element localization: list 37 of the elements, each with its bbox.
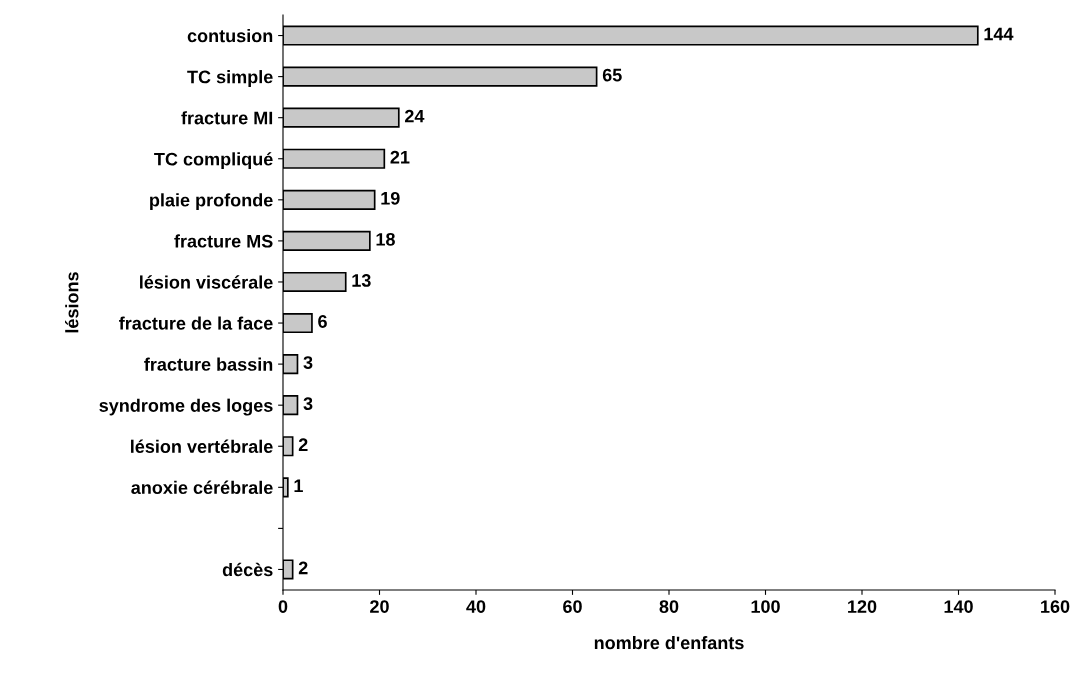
y-tick-label: lésion viscérale [140, 275, 273, 289]
x-tick-label: 40 [466, 600, 486, 613]
data-label: 144 [984, 27, 1014, 41]
y-tick-label: fracture MI [181, 111, 273, 125]
y-tick-label: fracture MS [174, 234, 273, 248]
data-label: 3 [303, 397, 313, 411]
y-tick-label: contusion [187, 28, 273, 43]
y-tick-label: TC compliqué [154, 152, 273, 170]
x-tick-label: 160 [1041, 600, 1070, 613]
x-tick-label: 100 [751, 600, 780, 613]
y-tick-label: syndrome des loges [99, 398, 273, 416]
data-label: 21 [390, 150, 410, 164]
y-axis-title: lésions [65, 272, 79, 333]
data-label: 2 [298, 438, 308, 451]
data-label: 18 [376, 232, 395, 246]
x-tick-label: 120 [848, 600, 877, 613]
data-label: 1 [294, 479, 303, 492]
data-label: 65 [602, 68, 622, 82]
data-label: 3 [303, 356, 313, 369]
y-tick-label: fracture de la face [119, 316, 273, 330]
x-tick-label: 20 [370, 600, 389, 613]
x-tick-label: 140 [944, 600, 973, 613]
y-tick-label: plaie profonde [150, 193, 273, 211]
x-tick-label: 80 [659, 600, 679, 613]
data-label: 24 [404, 109, 425, 123]
data-label: 2 [298, 561, 308, 575]
y-tick-label: fracture bassin [144, 357, 273, 371]
data-label: 19 [381, 191, 400, 205]
x-tick-label: 0 [278, 600, 288, 613]
data-label: 13 [352, 274, 371, 287]
y-tick-label: décès [222, 562, 273, 577]
data-label: 6 [318, 315, 327, 328]
y-tick-label: TC simple [187, 70, 273, 87]
y-tick-label: lésion vertébrale [131, 439, 273, 453]
x-tick-label: 60 [563, 600, 582, 613]
y-tick-label: anoxie cérébrale [131, 480, 273, 495]
x-axis-title: nombre d'enfants [594, 636, 744, 650]
